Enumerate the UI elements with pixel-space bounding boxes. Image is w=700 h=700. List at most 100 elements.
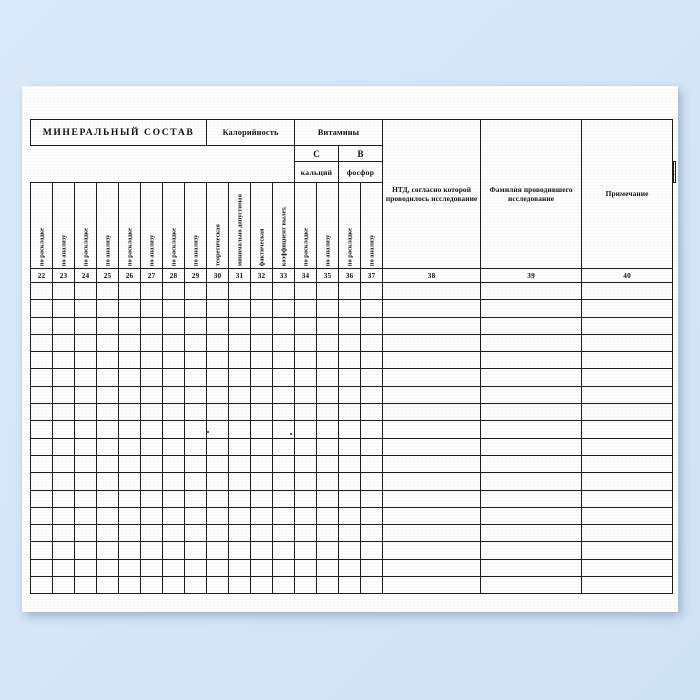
table-cell[interactable] [228,576,252,595]
table-cell[interactable] [118,403,141,422]
table-cell[interactable] [52,454,75,474]
table-cell[interactable] [183,437,208,456]
table-cell[interactable] [96,385,119,405]
table-cell[interactable] [250,385,274,405]
table-cell[interactable] [206,316,230,335]
table-cell[interactable] [183,351,208,370]
table-cell[interactable] [382,558,482,578]
table-cell[interactable] [250,351,274,370]
table-cell[interactable] [206,368,230,387]
table-cell[interactable] [74,420,97,439]
table-cell[interactable] [228,333,252,353]
table-cell[interactable] [52,472,75,491]
table-cell[interactable] [480,403,583,422]
table-cell[interactable] [140,299,163,318]
table-cell[interactable] [206,281,230,301]
table-cell[interactable] [338,541,362,560]
table-cell[interactable] [118,576,141,595]
table-cell[interactable] [162,351,185,370]
table-cell[interactable] [338,385,362,405]
table-cell[interactable] [162,454,185,474]
table-cell[interactable] [581,541,674,560]
table-cell[interactable] [382,576,482,595]
table-cell[interactable] [206,299,230,318]
table-cell[interactable] [316,489,340,508]
table-cell[interactable] [96,489,119,508]
table-cell[interactable] [228,351,252,370]
table-cell[interactable] [118,437,141,456]
table-cell[interactable] [272,506,296,526]
table-cell[interactable] [272,576,296,595]
table-cell[interactable] [162,472,185,491]
table-cell[interactable] [382,489,482,508]
table-cell[interactable] [294,558,318,578]
table-cell[interactable] [228,524,252,543]
table-cell[interactable] [250,558,274,578]
table-cell[interactable] [294,403,318,422]
table-cell[interactable] [96,454,119,474]
table-cell[interactable] [52,281,75,301]
table-cell[interactable] [118,524,141,543]
table-cell[interactable] [183,576,208,595]
table-cell[interactable] [338,403,362,422]
table-cell[interactable] [30,576,53,595]
table-cell[interactable] [272,403,296,422]
table-cell[interactable] [480,281,583,301]
table-cell[interactable] [74,454,97,474]
table-cell[interactable] [206,437,230,456]
table-cell[interactable] [74,524,97,543]
table-cell[interactable] [338,420,362,439]
table-cell[interactable] [30,281,53,301]
table-cell[interactable] [228,541,252,560]
table-cell[interactable] [52,541,75,560]
table-cell[interactable] [206,558,230,578]
table-cell[interactable] [162,385,185,405]
table-cell[interactable] [140,333,163,353]
table-cell[interactable] [162,299,185,318]
table-cell[interactable] [272,333,296,353]
table-cell[interactable] [316,558,340,578]
table-cell[interactable] [140,558,163,578]
table-cell[interactable] [294,333,318,353]
table-cell[interactable] [338,506,362,526]
table-cell[interactable] [294,454,318,474]
table-cell[interactable] [294,506,318,526]
table-cell[interactable] [480,472,583,491]
table-cell[interactable] [581,472,674,491]
table-cell[interactable] [30,524,53,543]
table-cell[interactable] [382,506,482,526]
table-cell[interactable] [96,524,119,543]
table-cell[interactable] [206,524,230,543]
table-cell[interactable] [30,437,53,456]
table-cell[interactable] [338,472,362,491]
table-cell[interactable] [52,368,75,387]
table-cell[interactable] [74,472,97,491]
table-cell[interactable] [96,299,119,318]
table-cell[interactable] [96,576,119,595]
table-cell[interactable] [272,437,296,456]
table-cell[interactable] [74,351,97,370]
table-cell[interactable] [162,506,185,526]
table-cell[interactable] [140,351,163,370]
table-cell[interactable] [272,351,296,370]
table-cell[interactable] [382,541,482,560]
table-cell[interactable] [162,316,185,335]
table-cell[interactable] [118,281,141,301]
table-cell[interactable] [140,316,163,335]
table-cell[interactable] [52,403,75,422]
table-cell[interactable] [183,454,208,474]
table-cell[interactable] [52,333,75,353]
table-cell[interactable] [228,385,252,405]
table-cell[interactable] [96,558,119,578]
table-cell[interactable] [294,489,318,508]
table-cell[interactable] [338,333,362,353]
table-cell[interactable] [74,385,97,405]
table-cell[interactable] [272,541,296,560]
table-cell[interactable] [30,316,53,335]
table-cell[interactable] [118,333,141,353]
table-cell[interactable] [316,368,340,387]
table-cell[interactable] [228,368,252,387]
table-cell[interactable] [360,351,384,370]
table-cell[interactable] [183,281,208,301]
table-cell[interactable] [96,541,119,560]
